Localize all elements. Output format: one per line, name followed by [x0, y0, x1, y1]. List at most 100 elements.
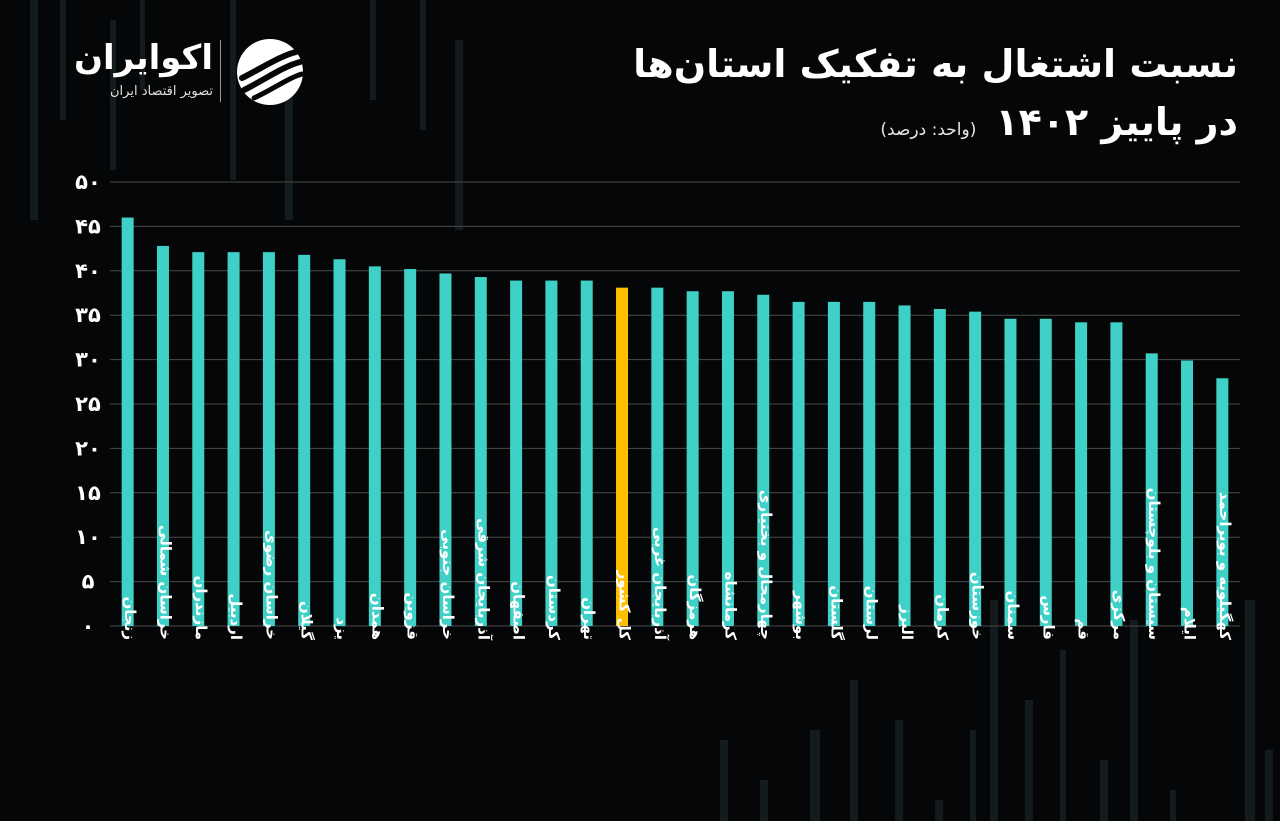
x-category-label: تهران [580, 597, 598, 640]
x-category-label: خراسان شمالی [156, 525, 174, 640]
bar [1004, 318, 1017, 626]
brand-name: اکوایران [74, 38, 213, 78]
x-category-label: خراسان رضوی [262, 530, 280, 640]
bar [792, 301, 805, 626]
x-category-label: هرمزگان [686, 574, 704, 640]
y-tick-label: ۵ [82, 570, 95, 594]
decorative-candle [420, 0, 426, 130]
x-category-label: مرکزی [1110, 590, 1128, 640]
brand-logo: اکوایران تصویر اقتصاد ایران [48, 34, 318, 110]
x-category-label: کل کشور [616, 570, 634, 641]
chart-title: نسبت اشتغال به تفکیک استان‌ها [633, 42, 1238, 86]
decorative-candle [1265, 750, 1273, 821]
decorative-candle [760, 780, 768, 821]
decorative-candle [850, 680, 858, 821]
x-category-label: کردستان [545, 575, 563, 640]
chart-subtitle: در پاییز ۱۴۰۲ [995, 100, 1238, 144]
y-tick-label: ۵۰ [75, 170, 101, 194]
decorative-candle [140, 0, 145, 90]
bar [1181, 360, 1194, 626]
decorative-candle [60, 0, 66, 120]
y-tick-label: ۳۰ [75, 348, 101, 372]
decorative-candle [1170, 790, 1176, 821]
bar [757, 294, 770, 626]
decorative-candle [1100, 760, 1108, 821]
x-category-label: اردبیل [227, 593, 245, 640]
bar [298, 254, 311, 627]
x-category-label: سمنان [1004, 591, 1022, 640]
bar [1216, 378, 1229, 626]
x-category-label: قم [1075, 618, 1093, 640]
decorative-candle [1025, 700, 1033, 821]
bar [863, 301, 876, 626]
bar [510, 280, 523, 626]
bar [156, 245, 169, 626]
bar [192, 252, 205, 627]
y-tick-label: ۴۰ [75, 259, 101, 283]
decorative-candle [1060, 650, 1066, 821]
bar [827, 301, 840, 626]
decorative-candle [935, 800, 943, 821]
x-category-label: مازندران [192, 576, 210, 640]
x-category-label: خوزستان [969, 572, 987, 640]
x-category-label: گلستان [827, 585, 845, 640]
bar [474, 277, 487, 626]
x-category-label: چهارمحال و بختیاری [756, 490, 775, 640]
decorative-candle [810, 730, 820, 821]
bar [1039, 318, 1052, 626]
highlight-bar [616, 287, 629, 626]
x-category-label: لرستان [863, 586, 881, 640]
bar [1145, 353, 1158, 626]
y-tick-label: ۳۵ [75, 303, 101, 327]
decorative-candle [455, 40, 463, 230]
bar [1075, 322, 1088, 626]
bar [1110, 322, 1123, 626]
x-category-label: فارس [1039, 595, 1057, 640]
bar [368, 266, 381, 626]
ecoiran-swirl-logo-icon [237, 39, 305, 105]
bar [580, 280, 593, 626]
logo-divider [220, 40, 221, 102]
decorative-candle [370, 0, 376, 100]
bar [651, 287, 664, 626]
decorative-candle [285, 60, 293, 220]
x-category-label: ایلام [1181, 607, 1199, 640]
x-category-label: کرمان [933, 594, 951, 640]
bar [933, 308, 946, 626]
bar [686, 291, 699, 626]
subtitle-row: در پاییز ۱۴۰۲ (واحد: درصد) [880, 100, 1238, 144]
bar [121, 217, 134, 626]
x-category-label: بوشهر [792, 590, 810, 640]
x-category-label: گیلان [298, 601, 316, 640]
y-tick-label: ۰ [82, 614, 95, 638]
y-tick-label: ۱۰ [75, 525, 101, 549]
decorative-candle [970, 730, 976, 821]
brand-tagline: تصویر اقتصاد ایران [110, 84, 213, 99]
bar [721, 291, 734, 626]
bar [227, 252, 240, 627]
x-category-label: البرز [898, 604, 916, 640]
bar [545, 280, 558, 626]
bar [898, 305, 911, 626]
decorative-candle [895, 720, 903, 821]
x-category-label: خراسان جنوبی [439, 529, 457, 640]
y-tick-label: ۴۵ [75, 214, 101, 238]
x-category-label: زنجان [121, 596, 139, 640]
x-category-label: آذربایجان شرقی [474, 518, 492, 641]
y-tick-label: ۱۵ [75, 481, 101, 505]
x-category-label: کرمانشاه [721, 572, 739, 641]
decorative-candle [720, 740, 728, 821]
decorative-candle [990, 600, 998, 821]
y-tick-label: ۲۵ [75, 392, 101, 416]
bar [333, 259, 346, 626]
decorative-candle [1245, 600, 1255, 821]
x-category-label: همدان [368, 593, 386, 640]
x-category-label: آذربایجان غربی [651, 527, 669, 641]
bar [969, 311, 982, 626]
bar [262, 252, 275, 627]
x-category-label: سیستان و بلوچستان [1144, 488, 1163, 640]
x-category-label: یزد [333, 617, 351, 640]
unit-label: (واحد: درصد) [880, 120, 977, 140]
